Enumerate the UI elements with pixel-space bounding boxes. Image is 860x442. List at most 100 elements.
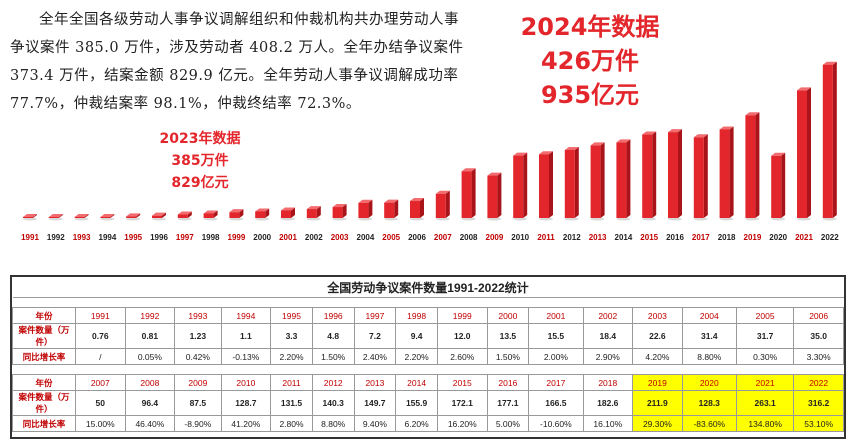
growth-cell: 2.40% xyxy=(353,348,397,365)
x-tick-2012: 2012 xyxy=(563,233,581,242)
bar-2001 xyxy=(281,207,295,218)
bar-shadow-2010 xyxy=(513,217,528,221)
bar-shadow-2000 xyxy=(255,217,270,221)
cases-cell: 15.5 xyxy=(528,323,584,349)
growth-cell: -10.60% xyxy=(528,415,584,432)
bar-2020 xyxy=(771,152,786,218)
bar-shadow-2014 xyxy=(616,217,631,221)
table-row: 案件数量（万件） 0.76 0.81 1.23 1.1 3.3 4.8 7.2 9.4 12.0 1… xyxy=(12,323,844,349)
growth-cell: 2.60% xyxy=(436,348,488,365)
stats-table: 全国劳动争议案件数量1991-2022统计 年份 1991 1992 1993 1994… xyxy=(12,277,844,432)
cases-cell: 128.7 xyxy=(220,390,272,416)
bar-2014 xyxy=(616,139,631,218)
growth-cell: 6.20% xyxy=(395,415,438,432)
bar-2003 xyxy=(332,204,347,218)
growth-cell: 134.80% xyxy=(735,415,795,432)
year-cell: 2021 xyxy=(735,374,795,391)
bar-shadow-2013 xyxy=(590,217,605,221)
x-tick-2009: 2009 xyxy=(486,233,504,242)
cases-cell: 7.2 xyxy=(353,323,397,349)
cases-cell: 155.9 xyxy=(395,390,438,416)
growth-cell: 46.40% xyxy=(124,415,176,432)
bar-shadow-2007 xyxy=(435,217,450,221)
growth-cell: 53.10% xyxy=(793,415,844,432)
bar-1995 xyxy=(126,213,141,218)
bar-shadow-2002 xyxy=(306,217,321,221)
table-row: 同比增长率/0.05% 0.42% -0.13% 2.20% 1.50% 2.40% 2.2… xyxy=(12,348,844,365)
year-cell: 1998 xyxy=(395,307,438,324)
growth-cell: -8.90% xyxy=(174,415,222,432)
year-cell: 1993 xyxy=(174,307,222,324)
table-row: 同比增长率 15.00% 46.40% -8.90% 41.20% 2.80% 8.80% 9… xyxy=(12,415,844,432)
bar-shadow-2003 xyxy=(332,217,347,221)
bar-shadow-1996 xyxy=(152,217,166,221)
bar-2000 xyxy=(255,208,270,218)
x-tick-2014: 2014 xyxy=(615,233,633,242)
year-cell: 1997 xyxy=(353,307,397,324)
x-tick-2018: 2018 xyxy=(718,233,736,242)
bar-2013 xyxy=(590,142,605,218)
bar-shadow-2019 xyxy=(745,217,760,221)
year-cell: 2019 xyxy=(632,374,683,391)
bar-shadow-1999 xyxy=(229,217,244,221)
bar-1992 xyxy=(48,214,63,218)
x-tick-2005: 2005 xyxy=(382,233,400,242)
bar-2002 xyxy=(306,206,321,218)
callout-2023: 2023年数据 385万件 829亿元 xyxy=(150,128,250,194)
bar-shadow-1994 xyxy=(100,217,115,221)
bar-shadow-2017 xyxy=(693,217,708,221)
cases-cell: 31.4 xyxy=(681,323,737,349)
year-cell: 1994 xyxy=(220,307,272,324)
year-cell: 2010 xyxy=(220,374,272,391)
year-cell: 2017 xyxy=(528,374,584,391)
growth-cell: 15.00% xyxy=(75,415,126,432)
growth-label: 同比增长率 xyxy=(12,348,76,365)
cases-cell: 87.5 xyxy=(174,390,222,416)
x-tick-2017: 2017 xyxy=(692,233,710,242)
bar-1993 xyxy=(74,214,89,218)
year-cell: 2004 xyxy=(681,307,737,324)
growth-cell: 2.80% xyxy=(270,415,313,432)
bar-1991 xyxy=(23,214,37,218)
cases-cell: 149.7 xyxy=(353,390,397,416)
growth-cell: 8.80% xyxy=(311,415,355,432)
cases-cell: 96.4 xyxy=(124,390,176,416)
bar-2017 xyxy=(693,134,708,218)
year-cell: 2011 xyxy=(270,374,313,391)
bar-shadow-2011 xyxy=(539,217,553,221)
bar-1999 xyxy=(229,209,244,218)
bar-2007 xyxy=(435,190,450,218)
x-tick-2015: 2015 xyxy=(640,233,658,242)
x-tick-2021: 2021 xyxy=(795,233,813,242)
year-cell: 2012 xyxy=(311,374,355,391)
x-tick-2007: 2007 xyxy=(434,233,452,242)
year-label: 年份 xyxy=(12,374,76,391)
table-title: 全国劳动争议案件数量1991-2022统计 xyxy=(12,277,844,298)
bar-2019 xyxy=(745,112,760,218)
bar-shadow-2021 xyxy=(797,217,811,221)
cases-cell: 22.6 xyxy=(632,323,683,349)
cases-cell: 50 xyxy=(75,390,126,416)
bar-2018 xyxy=(719,126,734,218)
stats-table-container: 全国劳动争议案件数量1991-2022统计 年份 1991 1992 1993 1994… xyxy=(10,275,846,439)
cases-cell: 172.1 xyxy=(436,390,488,416)
year-cell: 1991 xyxy=(75,307,126,324)
growth-cell: 8.80% xyxy=(681,348,737,365)
bar-shadow-1997 xyxy=(177,217,192,221)
year-cell: 2003 xyxy=(632,307,683,324)
growth-cell: 2.20% xyxy=(270,348,313,365)
x-tick-2003: 2003 xyxy=(331,233,349,242)
cases-cell: 128.3 xyxy=(681,390,737,416)
table-row: 案件数量（万件） 50 96.4 87.5 128.7 131.5 140.3 149.7 15… xyxy=(12,390,844,416)
bar-shadow-2006 xyxy=(410,217,424,221)
year-label: 年份 xyxy=(12,307,76,324)
growth-cell: 2.00% xyxy=(528,348,584,365)
x-tick-1992: 1992 xyxy=(47,233,65,242)
growth-cell: 41.20% xyxy=(220,415,272,432)
x-tick-2008: 2008 xyxy=(460,233,478,242)
bar-shadow-2018 xyxy=(719,217,734,221)
callout-2024-amount: 935亿元 xyxy=(540,81,640,109)
bar-shadow-2016 xyxy=(668,217,682,221)
year-cell: 2009 xyxy=(174,374,222,391)
bar-2022 xyxy=(822,61,837,218)
